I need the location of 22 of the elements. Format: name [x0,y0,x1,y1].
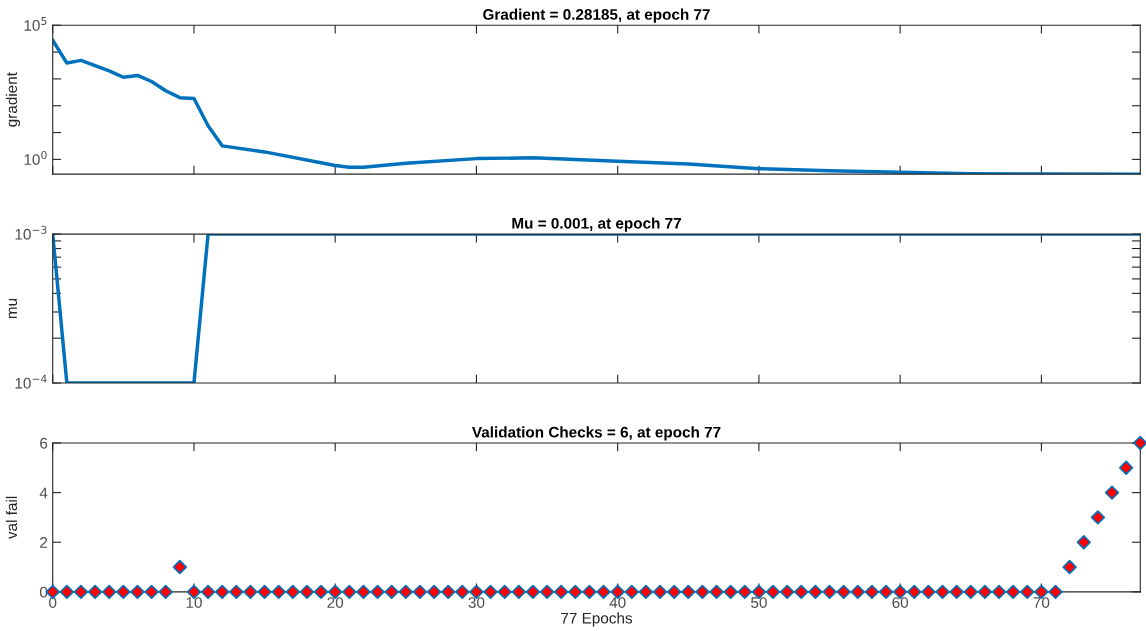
chart-title: Gradient = 0.28185, at epoch 77 [483,8,710,23]
y-tick-label: 6 [40,437,48,449]
x-tick-label: 40 [609,597,626,608]
y-tick-label: 2 [40,537,48,548]
x-axis-title: 77 Epochs [561,612,633,627]
y-tick-label: 0 [39,586,48,598]
y-axis-title: mu [8,298,18,319]
x-tick-label: 20 [327,597,344,608]
y-tick-label: 4 [39,487,48,499]
y-axis-title: gradient [5,72,21,127]
x-tick-label: 10 [186,597,202,608]
chart-title: Validation Checks = 6, at epoch 77 [472,426,721,441]
y-tick-label: 10$^{−3}$ [15,225,47,240]
y-tick-label: 10$^{−4}$ [15,374,47,389]
x-tick-label: 50 [751,597,767,608]
chart-title: Mu = 0.001, at epoch 77 [512,217,681,232]
y-tick-label: 10$^{0}$ [24,151,47,165]
x-tick-label: 30 [468,597,485,608]
x-tick-label: 70 [1033,597,1050,608]
y-tick-label: 10$^{5}$ [24,17,47,31]
x-tick-label: 60 [892,597,909,608]
y-axis-title: val fail [5,496,18,540]
